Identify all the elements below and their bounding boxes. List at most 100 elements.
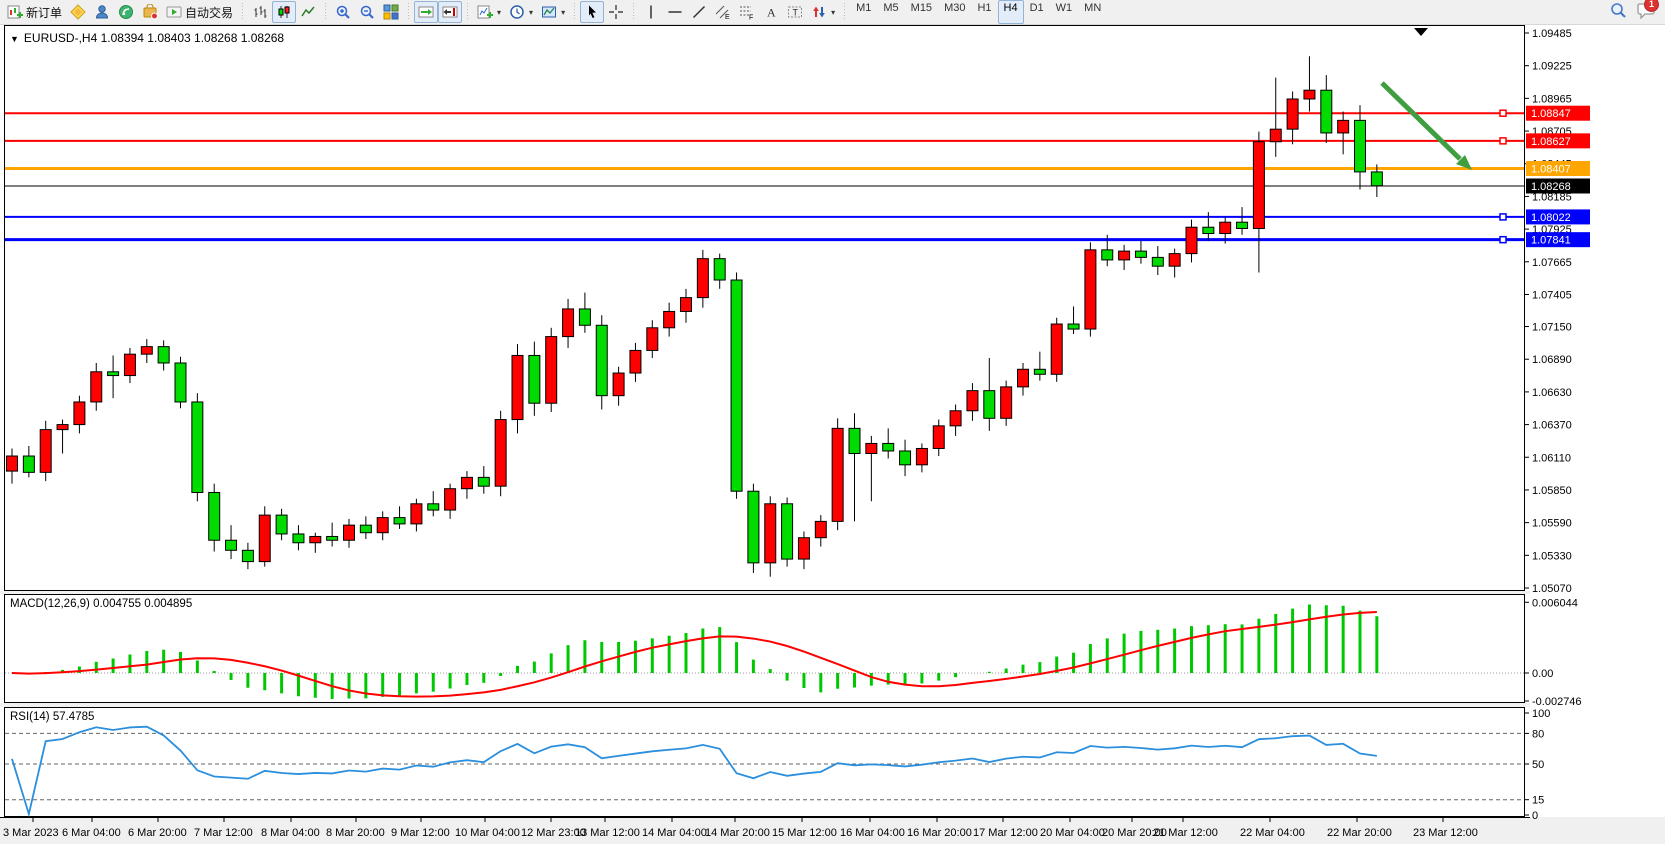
candle-body-bull (494, 419, 507, 487)
chart-dropdown-icon[interactable]: ▼ (10, 34, 19, 44)
timeframe-button-d1[interactable]: D1 (1029, 2, 1044, 14)
candle-body-bull (511, 354, 524, 421)
candle-body-bear (747, 490, 760, 564)
chart-canvas[interactable]: 1.094851.092251.089651.087051.084451.081… (0, 25, 1665, 844)
candle-body-bear (22, 455, 35, 473)
cursor-button[interactable] (580, 1, 605, 23)
toolbar-grip (842, 3, 848, 21)
rsi-indicator-label: RSI(14) 57.4785 (10, 711, 95, 723)
time-axis-label: 22 Mar 20:00 (1327, 827, 1392, 839)
timeframe-button-w1[interactable]: W1 (1055, 2, 1073, 14)
timeframe-button-m1[interactable]: M1 (856, 2, 872, 14)
new-order-label: 新订单 (26, 5, 63, 20)
candle-body-bear (730, 279, 743, 492)
crosshair-icon (609, 5, 624, 19)
chart-candles-button[interactable] (272, 1, 297, 23)
time-axis-label: 16 Mar 04:00 (840, 827, 905, 839)
candle (1101, 234, 1114, 267)
candle (696, 249, 709, 308)
price-tick-label: 1.07665 (1532, 257, 1572, 269)
candle (157, 340, 170, 371)
price-tick-label: 1.07150 (1532, 322, 1572, 334)
candle-body-bear (1067, 323, 1080, 330)
new-order-button[interactable]: 新订单 (3, 1, 66, 23)
arrows-tool-button[interactable]: ▾ (807, 1, 839, 23)
main-toolbar: 新订单 自动交易 (0, 0, 1665, 25)
chart-shift-button[interactable] (438, 1, 463, 23)
mql5-community-button[interactable] (90, 1, 114, 23)
toolbar-grip (572, 3, 578, 21)
line-price-badge (1526, 105, 1590, 121)
autoscroll-button[interactable] (414, 1, 439, 23)
chart-title-text: EURUSD-,H4 1.08394 1.08403 1.08268 1.082… (23, 31, 285, 45)
candle (1202, 212, 1215, 242)
tile-windows-button[interactable] (379, 1, 403, 23)
time-axis-label: 6 Mar 20:00 (128, 827, 187, 839)
dropdown-caret-icon: ▾ (529, 7, 534, 17)
equidistant-channel-button[interactable]: E (711, 1, 735, 23)
candle (814, 515, 827, 547)
timeframe-button-h1[interactable]: H1 (977, 2, 992, 14)
candle-body-bull (460, 476, 473, 490)
arrow-shaft (1380, 81, 1462, 161)
vertical-line-tool-button[interactable] (639, 1, 663, 23)
candle-body-bull (343, 524, 355, 541)
candle (326, 522, 339, 547)
candle (562, 298, 575, 348)
line-handle (1499, 109, 1507, 117)
zoom-in-button[interactable] (331, 1, 355, 23)
zoom-out-button[interactable] (355, 1, 379, 23)
candle-body-bull (680, 297, 692, 312)
time-axis-label: 7 Mar 12:00 (194, 827, 253, 839)
candle (410, 498, 423, 532)
search-button[interactable] (1609, 1, 1627, 24)
horizontal-line-tool-button[interactable] (663, 1, 687, 23)
text-tool-button[interactable]: A (759, 1, 783, 23)
candle-body-bull (1286, 98, 1299, 130)
chart-bars-button[interactable] (248, 1, 272, 23)
periods-button[interactable]: ▾ (505, 1, 537, 23)
candle (1134, 241, 1147, 264)
candle (1337, 111, 1350, 155)
chart-line-button[interactable] (296, 1, 320, 23)
macd-signal-line (11, 611, 1377, 698)
metaeditor-button[interactable] (66, 1, 90, 23)
timeframe-button-m30[interactable]: M30 (944, 2, 966, 14)
candle-body-bear (208, 491, 221, 541)
new-order-icon (7, 5, 23, 19)
crosshair-button[interactable] (604, 1, 628, 23)
timeframe-button-m15[interactable]: M15 (910, 2, 933, 14)
dropdown-caret-icon: ▾ (831, 7, 836, 17)
new-chart-button[interactable]: ▾ (473, 1, 505, 23)
candle (56, 419, 69, 454)
candle (1236, 207, 1249, 235)
candle-body-bear (1370, 171, 1383, 187)
timeframe-button-mn[interactable]: MN (1084, 2, 1102, 14)
signals-button[interactable] (114, 1, 138, 23)
trendline-tool-button[interactable] (687, 1, 711, 23)
text-label-tool-button[interactable]: T (783, 1, 807, 23)
price-tick-label: 1.05850 (1532, 485, 1572, 497)
panel-border (4, 25, 1525, 591)
panel-splitter[interactable] (0, 703, 1530, 707)
candle (123, 347, 136, 384)
candle-body-bear (427, 503, 440, 511)
timeframe-button-m5[interactable]: M5 (883, 2, 899, 14)
notifications-button[interactable]: 1 (1637, 0, 1659, 24)
timeframe-button-h4[interactable]: H4 (997, 0, 1024, 24)
autotrading-button[interactable]: 自动交易 (162, 1, 237, 23)
templates-button[interactable]: ▾ (537, 1, 569, 23)
time-axis-label: 6 Mar 04:00 (62, 827, 121, 839)
time-axis-label: 20 Mar 20:00 (1102, 827, 1167, 839)
candle-body-bull (444, 488, 457, 511)
fibonacci-button[interactable]: F (735, 1, 759, 23)
panel-splitter[interactable] (0, 591, 1530, 594)
price-tick-label: 1.06890 (1532, 354, 1572, 366)
bar-chart-icon (254, 6, 267, 18)
candle (1067, 306, 1080, 335)
candle (1252, 131, 1265, 273)
trend-arrow-annotation[interactable] (1380, 81, 1472, 170)
market-button[interactable] (138, 1, 162, 23)
candle-body-bull (56, 424, 69, 431)
time-axis-label: 14 Mar 04:00 (642, 827, 707, 839)
